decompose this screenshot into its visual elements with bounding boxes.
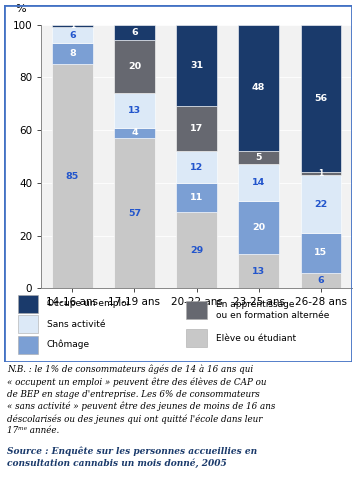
Text: 8: 8: [69, 49, 76, 58]
Bar: [300, 273, 341, 288]
Bar: [176, 212, 217, 288]
Bar: [176, 183, 217, 212]
Bar: [186, 329, 207, 347]
Text: 17: 17: [190, 124, 203, 133]
Text: 6: 6: [131, 28, 138, 37]
Text: 20: 20: [252, 223, 265, 232]
Bar: [114, 93, 155, 128]
Text: 31: 31: [190, 61, 203, 70]
Text: 6: 6: [69, 31, 76, 40]
Bar: [176, 25, 217, 106]
Text: 85: 85: [66, 172, 79, 181]
Bar: [52, 64, 93, 288]
Text: Chômage: Chômage: [47, 340, 90, 350]
Bar: [300, 25, 341, 173]
Bar: [300, 173, 341, 175]
Text: 12: 12: [190, 163, 203, 172]
Text: Source : Enquête sur les personnes accueillies en
consultation cannabis un mois : Source : Enquête sur les personnes accue…: [7, 446, 257, 468]
Text: Occupe un emploi: Occupe un emploi: [47, 299, 129, 308]
Bar: [238, 151, 279, 165]
Bar: [186, 301, 207, 319]
Bar: [238, 201, 279, 254]
Text: 11: 11: [190, 193, 203, 202]
Text: 29: 29: [190, 246, 203, 255]
Text: 22: 22: [314, 200, 327, 209]
Bar: [114, 128, 155, 138]
Text: %: %: [15, 4, 25, 14]
Bar: [238, 165, 279, 201]
Bar: [300, 175, 341, 233]
Text: 1: 1: [70, 22, 75, 31]
Text: 57: 57: [128, 209, 141, 218]
Text: 5: 5: [255, 153, 262, 162]
Text: 56: 56: [314, 94, 327, 103]
Text: 1: 1: [318, 169, 323, 178]
Bar: [300, 233, 341, 273]
Bar: [18, 315, 38, 333]
Bar: [52, 25, 93, 27]
Text: 13: 13: [252, 267, 265, 276]
Text: Sans activité: Sans activité: [47, 319, 105, 329]
Text: 48: 48: [252, 83, 265, 93]
Text: N.B. : le 1% de consommateurs âgés de 14 à 16 ans qui
« occupent un emploi » peu: N.B. : le 1% de consommateurs âgés de 14…: [7, 365, 276, 435]
Text: En apprentissage
ou en formation alternée: En apprentissage ou en formation alterné…: [216, 300, 329, 320]
Text: 15: 15: [314, 248, 327, 257]
Bar: [238, 25, 279, 151]
Text: 6: 6: [317, 276, 324, 285]
Bar: [176, 106, 217, 151]
Bar: [176, 151, 217, 183]
Text: 13: 13: [128, 106, 141, 115]
Text: Elève ou étudiant: Elève ou étudiant: [216, 334, 296, 343]
Text: 4: 4: [131, 128, 138, 137]
Bar: [114, 40, 155, 93]
Bar: [18, 336, 38, 353]
Bar: [52, 27, 93, 43]
Bar: [52, 43, 93, 64]
Text: 20: 20: [128, 62, 141, 71]
Text: 14: 14: [252, 178, 265, 187]
Bar: [238, 254, 279, 288]
Bar: [114, 138, 155, 288]
Bar: [114, 25, 155, 40]
Bar: [18, 295, 38, 313]
